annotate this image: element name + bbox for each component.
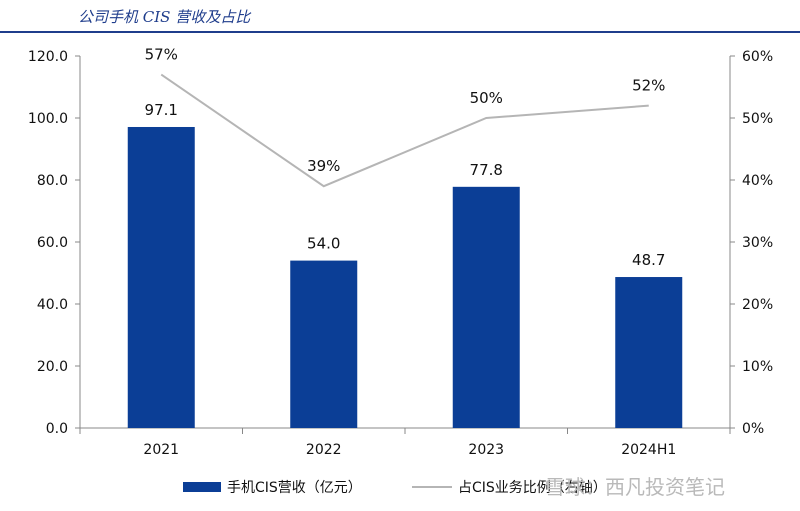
- left-tick-label: 100.0: [28, 111, 68, 127]
- line-value-label: 50%: [470, 89, 503, 107]
- right-tick-label: 10%: [742, 359, 773, 375]
- line-value-label: 39%: [307, 157, 340, 175]
- line-value-label: 57%: [145, 46, 178, 64]
- legend-line-label: 占CIS业务比例（右轴）: [458, 480, 607, 496]
- axes: 0.0 20.0 40.0 60.0 80.0 100.0 120.0 0% 10% 20% 30%…: [28, 49, 773, 458]
- bar-series: [127, 126, 683, 429]
- right-tick-label: 20%: [742, 297, 773, 313]
- bar-value-label: 54.0: [307, 235, 340, 253]
- legend-bar-swatch: [183, 482, 221, 492]
- left-tick-label: 40.0: [37, 297, 68, 313]
- chart-title: 公司手机 CIS 营收及占比: [78, 8, 251, 26]
- title-underline: [0, 31, 800, 33]
- right-tick-label: 60%: [742, 49, 773, 65]
- right-tick-label: 0%: [742, 421, 764, 437]
- legend: 手机CIS营收（亿元） 占CIS业务比例（右轴）: [183, 480, 607, 496]
- bar-2024H1: [615, 277, 683, 428]
- x-tick-label: 2023: [468, 442, 504, 458]
- ratio-line: [160, 73, 649, 188]
- legend-bar-label: 手机CIS营收（亿元）: [227, 480, 362, 496]
- bar-value-label: 48.7: [632, 251, 665, 269]
- left-tick-label: 80.0: [37, 173, 68, 189]
- line-value-label: 52%: [632, 77, 665, 95]
- right-tick-label: 40%: [742, 173, 773, 189]
- bar-2022: [290, 260, 358, 428]
- bar-2023: [452, 186, 520, 428]
- watermark: 雪球：西凡投资笔记: [545, 475, 725, 499]
- left-tick-label: 60.0: [37, 235, 68, 251]
- x-tick-label: 2022: [306, 442, 342, 458]
- bar-2021: [127, 126, 195, 429]
- left-tick-label: 0.0: [46, 421, 68, 437]
- x-tick-label: 2021: [143, 442, 179, 458]
- right-tick-label: 30%: [742, 235, 773, 251]
- left-tick-label: 120.0: [28, 49, 68, 65]
- bar-value-label: 77.8: [470, 161, 503, 179]
- right-tick-label: 50%: [742, 111, 773, 127]
- data-labels: 97.1 54.0 77.8 48.7 57% 39% 50% 52%: [145, 46, 666, 269]
- left-tick-label: 20.0: [37, 359, 68, 375]
- bar-value-label: 97.1: [145, 101, 178, 119]
- x-tick-label: 2024H1: [621, 442, 676, 458]
- line-series: [160, 73, 649, 188]
